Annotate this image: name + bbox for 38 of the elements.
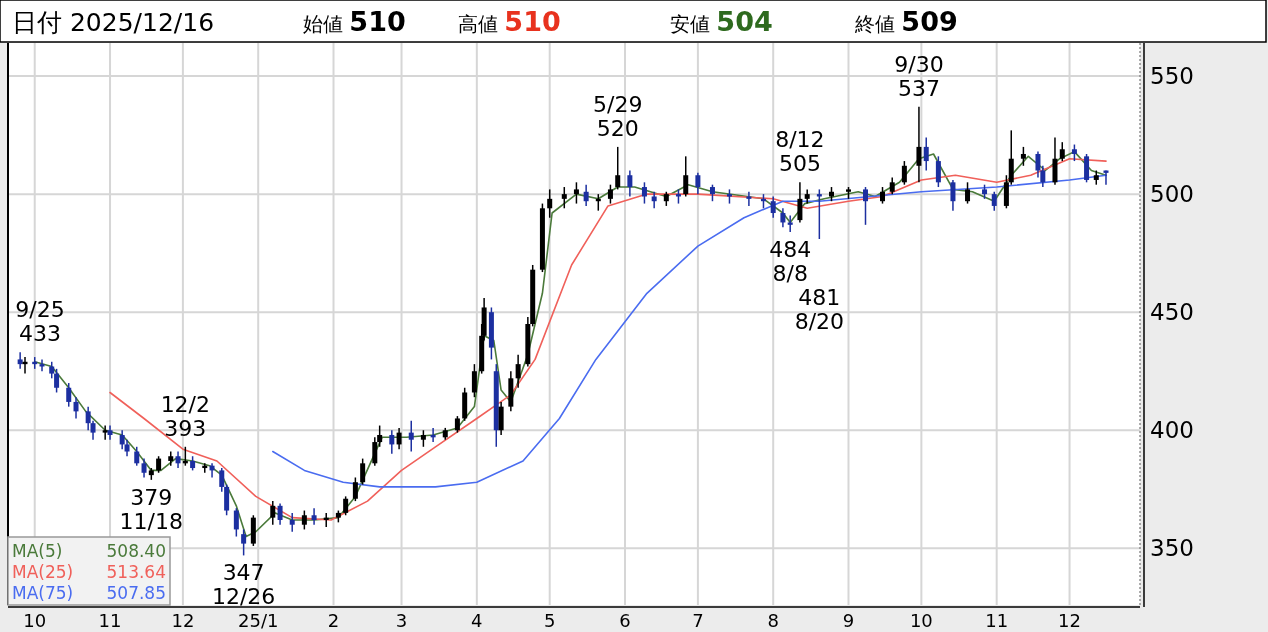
y-tick-label: 400 — [1150, 417, 1194, 444]
x-tick-label: 2 — [327, 610, 340, 631]
x-tick-label: 10 — [909, 610, 933, 631]
annotation: 8/12 505 — [775, 127, 825, 177]
x-tick-label: 11 — [98, 610, 122, 631]
annotation: 508.40 — [106, 541, 166, 561]
x-tick-label: 10 — [23, 610, 47, 631]
annotation: 9/30 537 — [894, 51, 944, 101]
annotation: 481 8/20 — [794, 284, 845, 334]
annotation: 9/25 433 — [15, 297, 65, 347]
legend: MA(5) 508.40 MA(25) 513.64 MA(75) 507.85 — [7, 536, 171, 606]
x-tick-label: 8 — [767, 610, 779, 631]
annotation: 513.64 — [106, 562, 166, 582]
text: 高値 510 — [458, 6, 561, 37]
x-tick-label: 7 — [692, 610, 704, 631]
x-tick-label: 5 — [543, 610, 556, 631]
text: 日付 2025/12/16 — [12, 8, 215, 37]
x-tick-label: 12 — [171, 610, 195, 631]
x-tick-label: 4 — [471, 610, 483, 631]
y-tick-label: 550 — [1150, 63, 1194, 90]
annotation: 12/2 393 — [160, 391, 211, 441]
y-tick-label: 450 — [1150, 299, 1194, 326]
x-tick-label: 9 — [842, 610, 855, 631]
y-tick-label: 350 — [1150, 535, 1194, 562]
annotation: 507.85 — [106, 583, 166, 603]
annotation: 347 12/26 — [211, 560, 276, 610]
annotation: 5/29 520 — [593, 91, 643, 141]
text: 終値 509 — [854, 6, 958, 37]
x-tick-label: 25/1 — [238, 610, 279, 631]
y-tick-label: 500 — [1150, 181, 1194, 208]
x-tick-label: 11 — [985, 610, 1009, 631]
x-tick-label: 6 — [619, 610, 631, 631]
x-tick-label: 3 — [395, 610, 408, 631]
text: 安値 504 — [670, 6, 773, 37]
annotation: 379 11/18 — [119, 484, 184, 534]
x-tick-label: 12 — [1058, 610, 1082, 631]
text: 始値 510 — [303, 6, 406, 37]
annotation: 484 8/8 — [769, 236, 812, 286]
